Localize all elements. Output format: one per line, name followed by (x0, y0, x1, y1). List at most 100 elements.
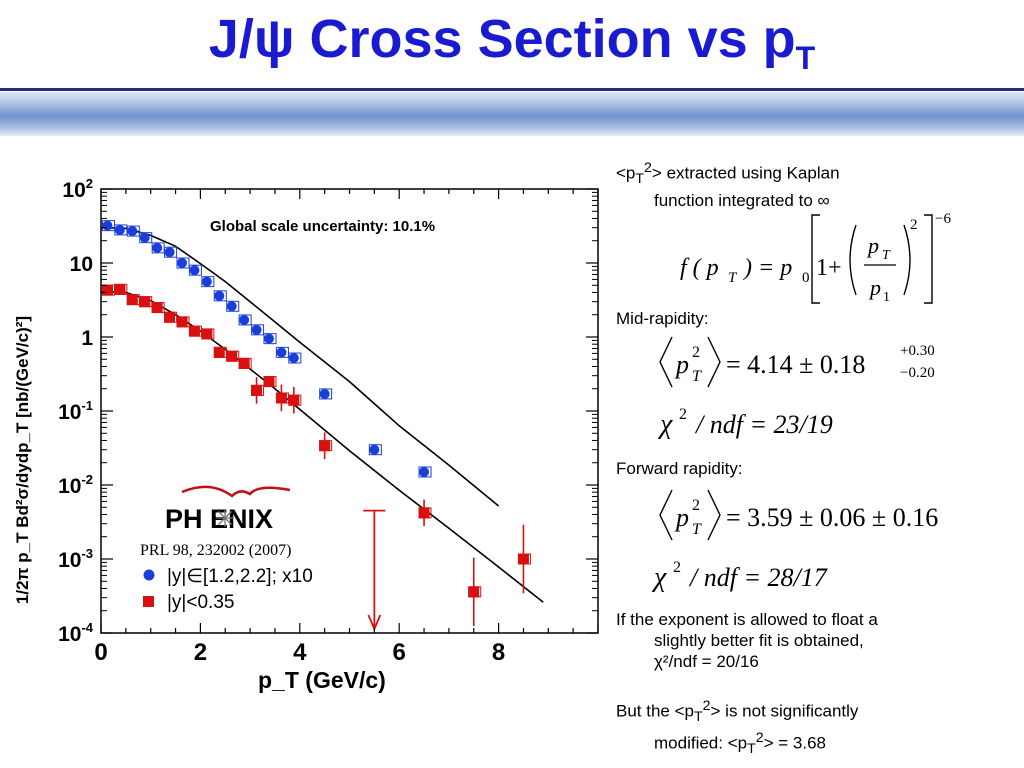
mid-err-up: +0.30 (900, 343, 935, 359)
point-forward (214, 290, 225, 301)
kaplan-eq: ) = p (742, 255, 792, 281)
point-mid (251, 384, 263, 396)
point-mid (201, 328, 213, 340)
point-forward (251, 324, 262, 335)
kaplan-p0: 0 (802, 270, 810, 286)
y-axis-label: 1/2π p_T Bd²σ/dydp_T [nb/(GeV/c)²] (13, 316, 32, 604)
mid-rapidity-formula: p 2 T = 4.14 ± 0.18 +0.30 −0.20 χ 2 / nd… (657, 336, 935, 440)
point-forward (177, 258, 188, 268)
point-forward (369, 444, 380, 455)
point-forward (127, 226, 138, 237)
intro-sup: 2 (644, 160, 652, 176)
phenix-logo-text: PH ENIX (165, 504, 273, 534)
float-paragraph: If the exponent is allowed to float a sl… (616, 609, 1016, 672)
point-mid (418, 507, 430, 519)
fwd-chi: χ (651, 562, 667, 593)
fit-description: <pT2> extracted using Kaplan function in… (616, 158, 1016, 211)
point-forward (319, 388, 330, 399)
point-mid (164, 311, 176, 323)
mod-sub: T (747, 741, 756, 758)
point-mid (126, 294, 138, 306)
legend-label-forward: |y|∈[1.2,2.2]; x10 (167, 566, 313, 587)
point-mid (238, 357, 250, 369)
kaplan-den: p (868, 275, 881, 300)
mid-chi-value: / ndf = 23/19 (694, 410, 833, 439)
phenix-logo: PH ENIX (165, 485, 291, 534)
title-band (0, 92, 1024, 136)
mid-chi-sup: 2 (679, 406, 687, 423)
fwd-chi-value: / ndf = 28/17 (688, 563, 828, 592)
but-sub: T (693, 709, 703, 726)
point-forward (164, 247, 175, 258)
point-forward (276, 347, 287, 358)
x-tick-label: 2 (194, 639, 207, 666)
point-mid (213, 346, 225, 358)
slide-title: J/ψ Cross Section vs pT (0, 8, 1024, 77)
mid-p: p (674, 350, 689, 379)
float-line-3: χ²/ndf = 20/16 (654, 652, 759, 671)
kaplan-pow2: 2 (910, 217, 918, 233)
x-tick-label: 0 (94, 639, 107, 666)
fit-curve-0 (100, 226, 500, 507)
forward-rapidity-label: Forward rapidity: (616, 459, 743, 478)
point-forward (201, 276, 212, 287)
point-forward (263, 333, 274, 344)
point-mid (288, 394, 300, 406)
fwd-p-sub: T (692, 521, 702, 538)
but-text-b: > is not significantly (710, 701, 859, 721)
legend-label-mid: |y|<0.35 (167, 592, 234, 613)
axis-ticks: 0 2 4 6 8 102 10 1 10-1 10-2 10-3 10-4 (58, 176, 599, 666)
but-sup: 2 (702, 698, 711, 714)
title-divider (0, 88, 1024, 91)
point-forward (226, 301, 237, 312)
point-mid (139, 296, 151, 308)
kaplan-den-sub: 1 (883, 290, 890, 305)
kaplan-one: 1+ (816, 255, 842, 281)
intro-text-b: > extracted using Kaplan (651, 163, 840, 183)
reference-text: PRL 98, 232002 (2007) (140, 542, 291, 559)
fwd-value: = 3.59 ± 0.06 ± 0.16 (726, 503, 938, 532)
kaplan-formula: f ( p T ) = p 0 1+ p T p 1 2 −6 (680, 211, 951, 305)
point-mid (226, 350, 238, 362)
float-line-1: If the exponent is allowed to float a (616, 610, 878, 629)
point-mid (176, 316, 188, 328)
intro-line-2: function integrated to ∞ (654, 191, 830, 211)
but-line-1: But the <pT2> is not significantly (616, 696, 1016, 728)
x-tick-label: 6 (393, 639, 406, 666)
float-line-2: slightly better fit is obtained, (654, 631, 864, 650)
point-forward (189, 265, 200, 276)
scale-uncertainty-annotation: Global scale uncertainty: 10.1% (210, 218, 435, 235)
point-forward (152, 242, 163, 253)
x-tick-label: 4 (293, 639, 307, 666)
point-forward (114, 224, 125, 235)
mid-chi: χ (657, 409, 673, 440)
but-line-2: modified: <pT2> = 3.68 (616, 728, 1016, 760)
kaplan-lhs: f ( p (680, 255, 719, 281)
y-tick-label: 10-2 (58, 472, 93, 498)
kaplan-num-sub: T (882, 248, 891, 263)
point-mid (188, 325, 200, 337)
legend-marker-mid (143, 596, 154, 607)
mid-p-sup: 2 (692, 344, 700, 361)
point-mid (468, 586, 480, 598)
mid-rapidity-label: Mid-rapidity: (616, 309, 709, 328)
forward-rapidity-formula: p 2 T = 3.59 ± 0.06 ± 0.16 χ 2 / ndf = 2… (651, 489, 938, 593)
y-tick-label: 10-4 (58, 620, 94, 646)
mod-sup: 2 (755, 730, 764, 747)
legend-marker-forward (143, 569, 155, 581)
but-paragraph: But the <pT2> is not significantly modif… (616, 696, 1016, 760)
point-mid (114, 283, 126, 295)
point-forward (102, 220, 113, 231)
y-tick-label: 1 (81, 327, 93, 350)
x-axis-label: p_T (GeV/c) (258, 667, 386, 693)
point-mid (319, 440, 331, 452)
slide-title-sub: T (795, 39, 816, 76)
point-mid (151, 302, 163, 314)
mid-err-down: −0.20 (900, 365, 935, 381)
legend: |y|∈[1.2,2.2]; x10 |y|<0.35 (143, 566, 313, 613)
kaplan-lhs-sub: T (728, 270, 738, 286)
kaplan-pow: −6 (935, 211, 951, 227)
syst-box (126, 225, 140, 237)
but-text-a: But the <p (616, 701, 694, 721)
mid-p-sub: T (692, 368, 702, 385)
